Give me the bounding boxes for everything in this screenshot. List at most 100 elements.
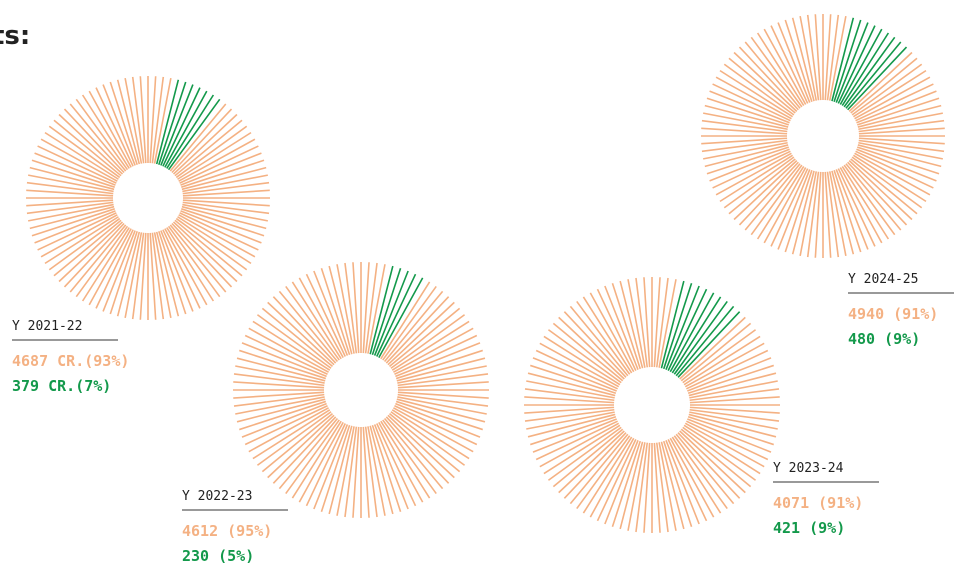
spoke bbox=[679, 316, 746, 380]
spoke bbox=[171, 108, 233, 174]
spoke bbox=[831, 170, 855, 255]
spoke bbox=[673, 435, 728, 510]
spoke bbox=[261, 307, 334, 368]
spoke bbox=[839, 28, 883, 105]
spoke bbox=[169, 103, 227, 172]
spoke bbox=[291, 281, 342, 360]
spoke bbox=[839, 167, 883, 244]
spoke bbox=[378, 422, 424, 503]
spoke bbox=[44, 216, 119, 265]
spoke bbox=[679, 430, 746, 494]
spoke bbox=[689, 411, 778, 430]
spoke bbox=[604, 440, 639, 525]
spoke bbox=[686, 349, 769, 390]
spoke bbox=[709, 90, 790, 124]
spoke bbox=[53, 219, 122, 277]
spoke bbox=[233, 373, 325, 387]
spoke bbox=[235, 365, 325, 384]
spoke bbox=[164, 228, 208, 306]
spoke bbox=[48, 125, 121, 179]
spoke bbox=[149, 232, 157, 320]
spoke bbox=[701, 119, 788, 133]
spoke bbox=[728, 57, 796, 114]
spoke bbox=[527, 372, 616, 397]
spoke bbox=[653, 277, 661, 368]
spoke bbox=[687, 357, 772, 392]
spoke bbox=[689, 380, 778, 399]
spoke bbox=[388, 412, 461, 473]
spoke bbox=[744, 163, 801, 231]
spoke bbox=[858, 139, 945, 153]
spoke bbox=[28, 174, 114, 193]
spoke bbox=[723, 156, 795, 209]
spoke bbox=[563, 432, 627, 499]
spoke bbox=[63, 108, 125, 174]
spoke bbox=[395, 349, 483, 380]
spoke bbox=[180, 152, 262, 186]
spoke bbox=[712, 150, 791, 189]
spoke bbox=[236, 357, 326, 382]
spoke bbox=[244, 334, 328, 375]
spoke bbox=[328, 425, 353, 515]
spoke bbox=[563, 311, 627, 378]
value-label: 230 (5%) bbox=[182, 547, 254, 565]
spoke bbox=[153, 232, 172, 318]
spoke bbox=[852, 154, 927, 203]
spoke bbox=[383, 417, 444, 490]
spoke bbox=[539, 422, 620, 468]
spoke bbox=[396, 398, 486, 423]
spoke bbox=[530, 364, 617, 395]
spoke bbox=[826, 14, 840, 101]
spoke bbox=[806, 171, 820, 258]
spoke bbox=[272, 416, 337, 484]
spoke bbox=[855, 83, 934, 122]
spoke bbox=[272, 296, 337, 364]
spoke bbox=[684, 342, 765, 388]
spoke bbox=[395, 400, 483, 431]
spoke bbox=[37, 212, 117, 251]
spoke bbox=[162, 87, 201, 167]
spoke bbox=[53, 119, 122, 177]
spoke bbox=[261, 412, 334, 473]
spoke bbox=[845, 41, 902, 109]
spoke bbox=[390, 314, 466, 369]
spoke bbox=[653, 442, 661, 533]
spoke bbox=[858, 119, 945, 133]
spoke bbox=[665, 285, 700, 370]
spoke bbox=[28, 203, 114, 222]
spoke bbox=[791, 17, 815, 102]
spoke bbox=[179, 212, 259, 251]
spoke bbox=[387, 414, 455, 479]
spoke bbox=[643, 442, 651, 533]
spoke bbox=[856, 97, 940, 126]
spoke bbox=[371, 424, 402, 512]
spoke bbox=[806, 14, 820, 101]
spoke bbox=[658, 279, 677, 368]
spoke bbox=[848, 160, 913, 221]
spoke bbox=[34, 152, 116, 186]
spoke bbox=[239, 400, 327, 431]
spoke bbox=[75, 225, 129, 298]
spoke bbox=[31, 159, 115, 188]
spoke bbox=[95, 229, 134, 309]
spoke bbox=[683, 335, 761, 386]
spoke bbox=[535, 349, 618, 390]
spoke bbox=[252, 320, 331, 371]
spoke bbox=[175, 125, 248, 179]
spoke bbox=[858, 137, 945, 145]
spoke bbox=[791, 170, 815, 255]
spoke bbox=[662, 283, 693, 370]
spoke bbox=[669, 292, 715, 373]
spoke bbox=[149, 76, 157, 164]
spoke bbox=[539, 342, 620, 388]
spoke bbox=[160, 230, 194, 312]
spoke bbox=[703, 112, 788, 131]
spoke bbox=[34, 210, 116, 244]
spoke bbox=[63, 222, 125, 288]
spoke bbox=[233, 391, 325, 399]
spoke bbox=[397, 373, 489, 387]
spoke bbox=[362, 426, 370, 518]
spoke bbox=[102, 230, 136, 312]
spoke bbox=[784, 19, 813, 103]
